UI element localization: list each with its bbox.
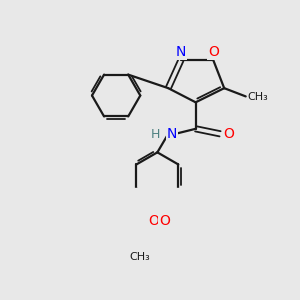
- Text: O: O: [208, 45, 219, 59]
- Text: H: H: [151, 128, 160, 141]
- Text: CH₃: CH₃: [247, 92, 268, 102]
- Bar: [76, 188, 194, 253]
- Text: O: O: [159, 214, 170, 228]
- Text: N: N: [176, 45, 186, 59]
- Text: CH₃: CH₃: [129, 252, 150, 262]
- Text: O: O: [148, 214, 159, 229]
- Text: O: O: [224, 127, 235, 141]
- Text: N: N: [167, 128, 177, 141]
